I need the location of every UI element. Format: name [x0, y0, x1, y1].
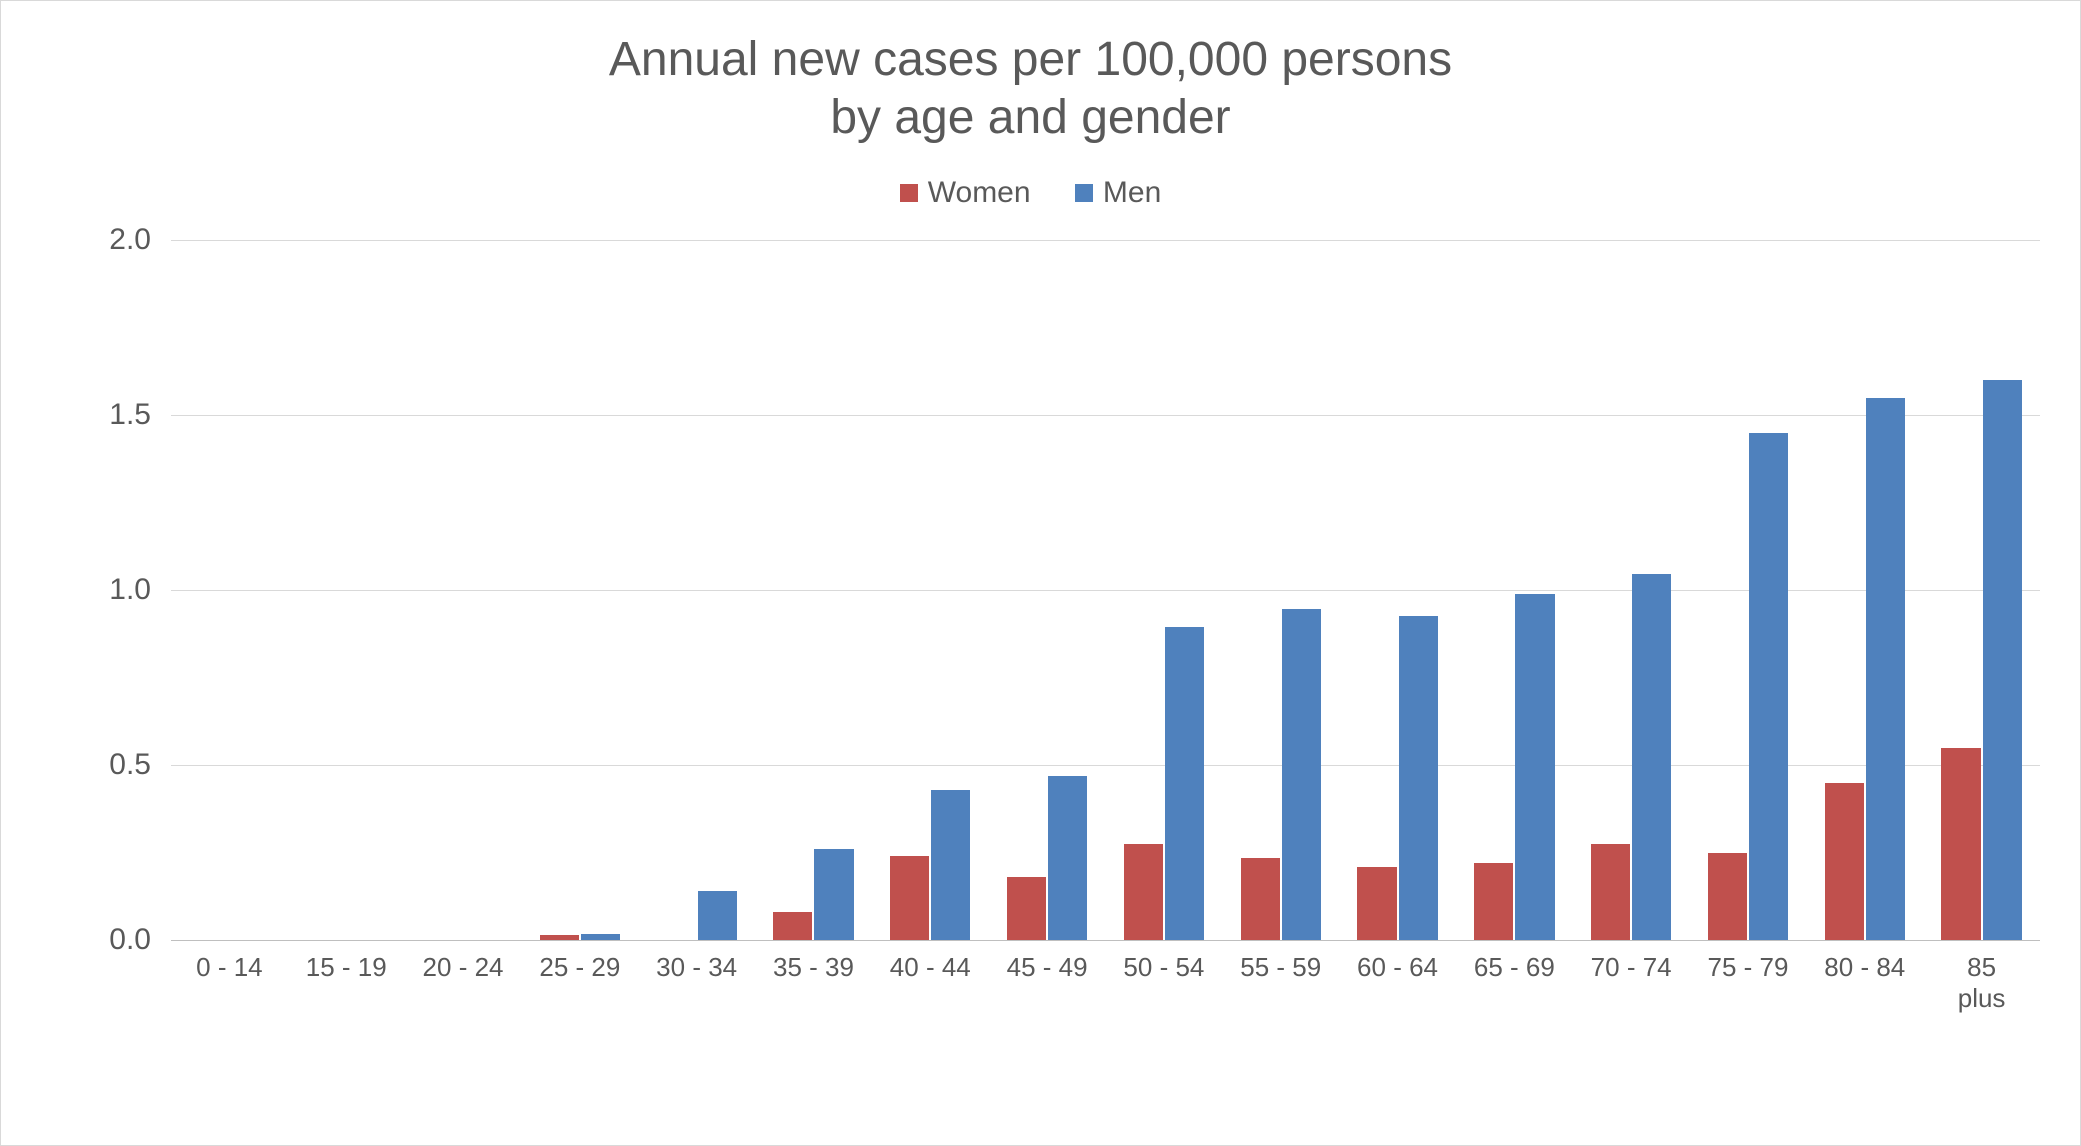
bar-women [1357, 867, 1396, 941]
category-group [638, 240, 755, 940]
y-tick-label: 1.5 [109, 398, 151, 432]
x-tick-label: 60 - 64 [1339, 940, 1456, 1050]
x-tick-label: 80 - 84 [1806, 940, 1923, 1050]
legend-item-women: Women [900, 176, 1031, 210]
x-tick-label: 45 - 49 [989, 940, 1106, 1050]
bar-women [1591, 844, 1630, 940]
bar-women [1124, 844, 1163, 940]
x-axis-labels: 0 - 1415 - 1920 - 2425 - 2930 - 3435 - 3… [171, 940, 2040, 1050]
legend: Women Men [21, 176, 2040, 210]
bar-men [1165, 627, 1204, 940]
bar-men [931, 790, 970, 941]
bar-women [773, 912, 812, 940]
bar-men [1866, 398, 1905, 941]
category-group [521, 240, 638, 940]
category-group [1923, 240, 2040, 940]
chart-title-line2: by age and gender [830, 91, 1230, 144]
x-tick-label: 70 - 74 [1573, 940, 1690, 1050]
legend-swatch-women [900, 184, 918, 202]
x-tick-label: 55 - 59 [1222, 940, 1339, 1050]
bar-women [1941, 748, 1980, 941]
x-tick-label: 30 - 34 [638, 940, 755, 1050]
x-tick-label: 65 - 69 [1456, 940, 1573, 1050]
bar-men [1515, 594, 1554, 941]
category-group [1573, 240, 1690, 940]
y-tick-label: 0.0 [109, 923, 151, 957]
category-group [755, 240, 872, 940]
x-tick-label: 75 - 79 [1690, 940, 1807, 1050]
x-tick-label: 85 plus [1923, 940, 2040, 1050]
y-tick-label: 0.5 [109, 748, 151, 782]
bar-men [814, 849, 853, 940]
y-tick-label: 2.0 [109, 223, 151, 257]
chart-container: Annual new cases per 100,000 persons by … [0, 0, 2081, 1146]
bar-women [890, 856, 929, 940]
category-group [1690, 240, 1807, 940]
bar-men [698, 891, 737, 940]
category-group [989, 240, 1106, 940]
bar-men [1399, 616, 1438, 940]
x-tick-label: 50 - 54 [1106, 940, 1223, 1050]
bar-men [1282, 609, 1321, 940]
category-group [1456, 240, 1573, 940]
x-tick-label: 40 - 44 [872, 940, 989, 1050]
bar-men [1749, 433, 1788, 941]
y-axis: 0.00.51.01.52.0 [81, 240, 161, 940]
bar-men [1632, 574, 1671, 940]
bar-women [1708, 853, 1747, 941]
category-group [405, 240, 522, 940]
category-group [872, 240, 989, 940]
bar-women [1474, 863, 1513, 940]
legend-item-men: Men [1075, 176, 1161, 210]
chart-title: Annual new cases per 100,000 persons by … [21, 31, 2040, 146]
plot-wrap: 0.00.51.01.52.0 0 - 1415 - 1920 - 2425 -… [21, 240, 2040, 1125]
x-tick-label: 15 - 19 [288, 940, 405, 1050]
category-group [288, 240, 405, 940]
legend-swatch-men [1075, 184, 1093, 202]
bars-region [171, 240, 2040, 940]
category-group [1222, 240, 1339, 940]
category-group [1106, 240, 1223, 940]
x-tick-label: 25 - 29 [521, 940, 638, 1050]
x-tick-label: 20 - 24 [405, 940, 522, 1050]
legend-label-women: Women [928, 176, 1031, 210]
x-tick-label: 35 - 39 [755, 940, 872, 1050]
bar-women [1241, 858, 1280, 940]
x-tick-label: 0 - 14 [171, 940, 288, 1050]
y-tick-label: 1.0 [109, 573, 151, 607]
bar-men [1048, 776, 1087, 941]
category-group [1806, 240, 1923, 940]
chart-title-line1: Annual new cases per 100,000 persons [609, 33, 1452, 86]
category-group [1339, 240, 1456, 940]
bar-women [1825, 783, 1864, 941]
legend-label-men: Men [1103, 176, 1161, 210]
category-group [171, 240, 288, 940]
bar-women [1007, 877, 1046, 940]
plot-area: 0 - 1415 - 1920 - 2425 - 2930 - 3435 - 3… [171, 240, 2040, 1125]
bar-men [1983, 380, 2022, 940]
